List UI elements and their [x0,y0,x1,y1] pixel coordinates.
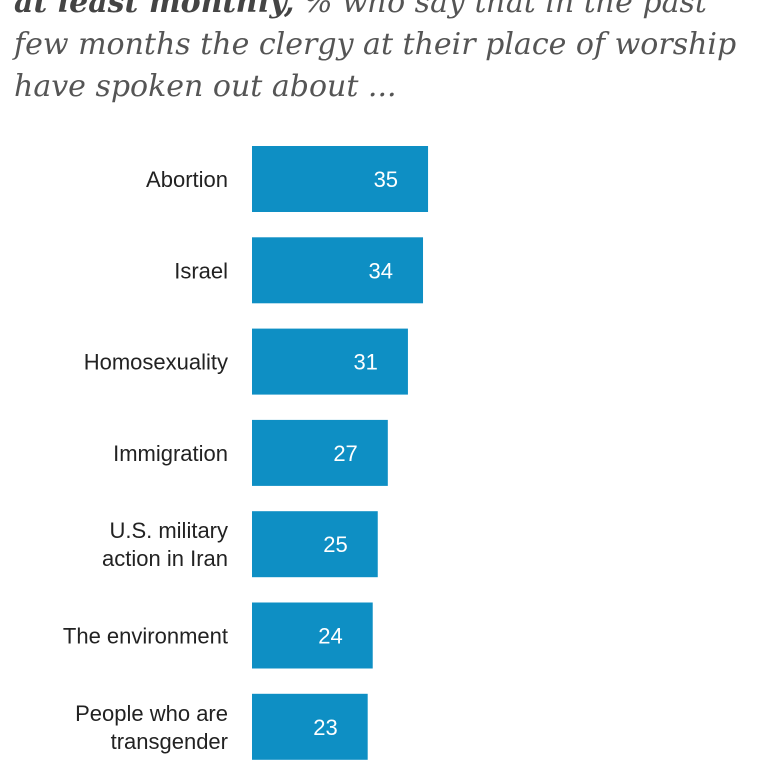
category-label-4: U.S. military action in Iran [102,518,228,571]
value-label-0: 35 [374,167,398,192]
chart-title-bold: at least monthly, [14,0,295,20]
bar-6 [252,693,368,760]
bar-0 [252,146,429,212]
value-label-2: 31 [353,350,377,375]
bar-5 [252,602,373,669]
chart-title: at least monthly, % who say that in the … [14,0,754,108]
bars-layer: 35 Abortion 34 Israel 31 Homosexuality 27 Immig… [63,146,429,760]
bar-4 [252,511,378,578]
value-label-3: 27 [333,441,357,466]
bar-2 [252,328,408,395]
value-label-5: 24 [318,624,342,649]
chart-title-rest: % who say that in the past few months th… [14,0,737,104]
category-label-1: Israel [174,258,228,283]
value-label-1: 34 [369,258,393,283]
category-label-6: People who are transgender [75,701,228,754]
category-label-5: The environment [63,624,228,649]
bar-1 [252,237,424,304]
category-label-0: Abortion [146,167,228,192]
category-label-2: Homosexuality [84,350,228,375]
value-label-4: 25 [323,532,347,557]
value-label-6: 23 [313,715,337,740]
category-label-3: Immigration [113,441,228,466]
bar-3 [252,419,388,486]
